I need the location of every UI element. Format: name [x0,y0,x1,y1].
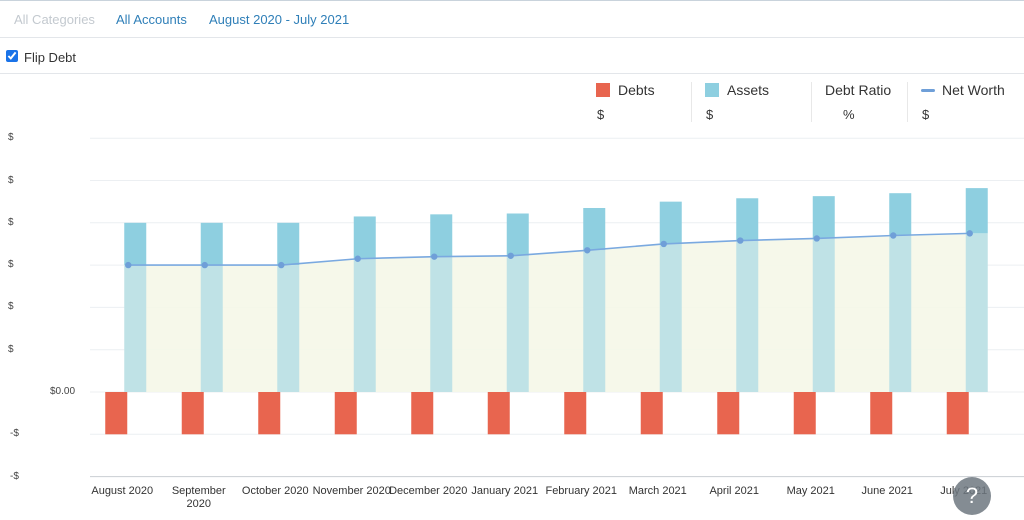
x-tick-label: August 2020 [91,485,153,497]
asset-bar [583,207,606,251]
all-categories-filter[interactable]: All Categories [14,12,95,27]
all-accounts-filter[interactable]: All Accounts [116,12,187,27]
legend-divider [907,82,908,122]
assets-label: Assets [727,82,770,98]
date-range-filter[interactable]: August 2020 - July 2021 [209,12,350,27]
asset-bar-lower [965,233,988,392]
net-worth-point [737,237,744,244]
x-tick-label: November 2020 [313,485,391,497]
debt-bar [334,392,357,435]
debt-bar [105,392,128,435]
y-tick-label: $ [8,259,14,271]
asset-bar-lower [506,255,529,392]
y-tick-label: $ [8,174,14,186]
x-tick-label: 2020 [187,498,211,510]
net-worth-area [128,233,970,392]
y-tick-label: $0.00 [50,386,76,397]
flip-debt-row: Flip Debt [0,39,1024,74]
asset-bar [736,198,759,241]
y-tick-label: $ [8,343,14,355]
y-tick-label: $ [8,216,14,228]
asset-bar [277,222,300,266]
help-button[interactable]: ? [953,477,991,515]
filter-bar: All Categories All Accounts August 2020 … [0,0,1024,38]
asset-bar-lower [812,238,835,392]
legend-debt-ratio[interactable]: Debt Ratio % [825,80,905,126]
net-worth-point [125,261,132,269]
asset-bar [124,222,147,266]
debts-label: Debts [618,82,655,98]
net-worth-line [128,232,970,266]
debt-bar [870,392,893,435]
debt-bar [258,392,281,435]
debt-bar [564,392,587,435]
asset-bar-lower [200,265,223,392]
x-tick-label: May 2021 [787,485,835,497]
legend-divider [691,82,692,122]
flip-debt-label: Flip Debt [24,50,77,65]
asset-bar [812,196,835,239]
net-worth-point [813,235,820,242]
asset-bar [353,216,376,259]
asset-bar-lower [277,265,300,392]
net-worth-value: $ [922,107,930,122]
debts-swatch [596,83,610,97]
asset-bar [506,213,529,256]
y-tick-label: -$ [10,470,19,482]
debt-bar [717,392,740,435]
y-tick-label: -$ [10,428,19,440]
legend-debts[interactable]: Debts $ [596,80,686,126]
asset-bar-lower [430,256,453,392]
x-tick-label: October 2020 [242,485,309,497]
debt-bar [411,392,434,435]
asset-bar-lower [124,265,147,392]
x-tick-label: December 2020 [389,485,467,497]
x-tick-label: March 2021 [629,485,687,497]
net-worth-point [584,247,591,254]
asset-bar [889,193,912,236]
flip-debt-checkbox[interactable] [6,50,18,62]
legend-divider [811,82,812,122]
x-tick-label: September [172,485,226,497]
asset-bar-lower [889,235,912,392]
debt-ratio-value: % [843,107,855,122]
debt-bar [640,392,663,435]
debt-bar [946,392,969,435]
asset-bar-lower [583,250,606,392]
net-worth-point [201,261,208,269]
net-worth-point [507,252,514,259]
legend-assets[interactable]: Assets $ [705,80,805,126]
debt-bar [793,392,816,435]
debts-value: $ [597,107,605,122]
net-worth-point [431,253,438,260]
debt-bar [181,392,204,435]
x-tick-label: April 2021 [709,485,759,497]
asset-bar [965,188,988,234]
asset-bar-lower [353,258,376,392]
net-worth-point [966,230,973,237]
net-worth-swatch [921,89,935,92]
x-tick-label: January 2021 [471,485,538,497]
asset-bar-lower [736,240,759,392]
legend-net-worth[interactable]: Net Worth $ [921,80,1021,126]
x-tick-label: February 2021 [545,485,617,497]
net-worth-point [660,240,667,248]
asset-bar-lower [659,243,682,392]
assets-value: $ [706,107,714,122]
assets-swatch [705,83,719,97]
asset-bar [659,201,682,244]
asset-bar [430,214,453,257]
debt-bar [487,392,510,435]
asset-bar [200,222,223,266]
net-worth-label: Net Worth [942,82,1005,98]
y-tick-label: $ [8,301,14,313]
debt-ratio-label: Debt Ratio [825,82,892,98]
x-tick-label: June 2021 [862,485,913,497]
y-tick-label: $ [8,132,14,144]
net-worth-point [278,261,285,269]
net-worth-point [354,255,361,262]
net-worth-point [890,232,897,239]
